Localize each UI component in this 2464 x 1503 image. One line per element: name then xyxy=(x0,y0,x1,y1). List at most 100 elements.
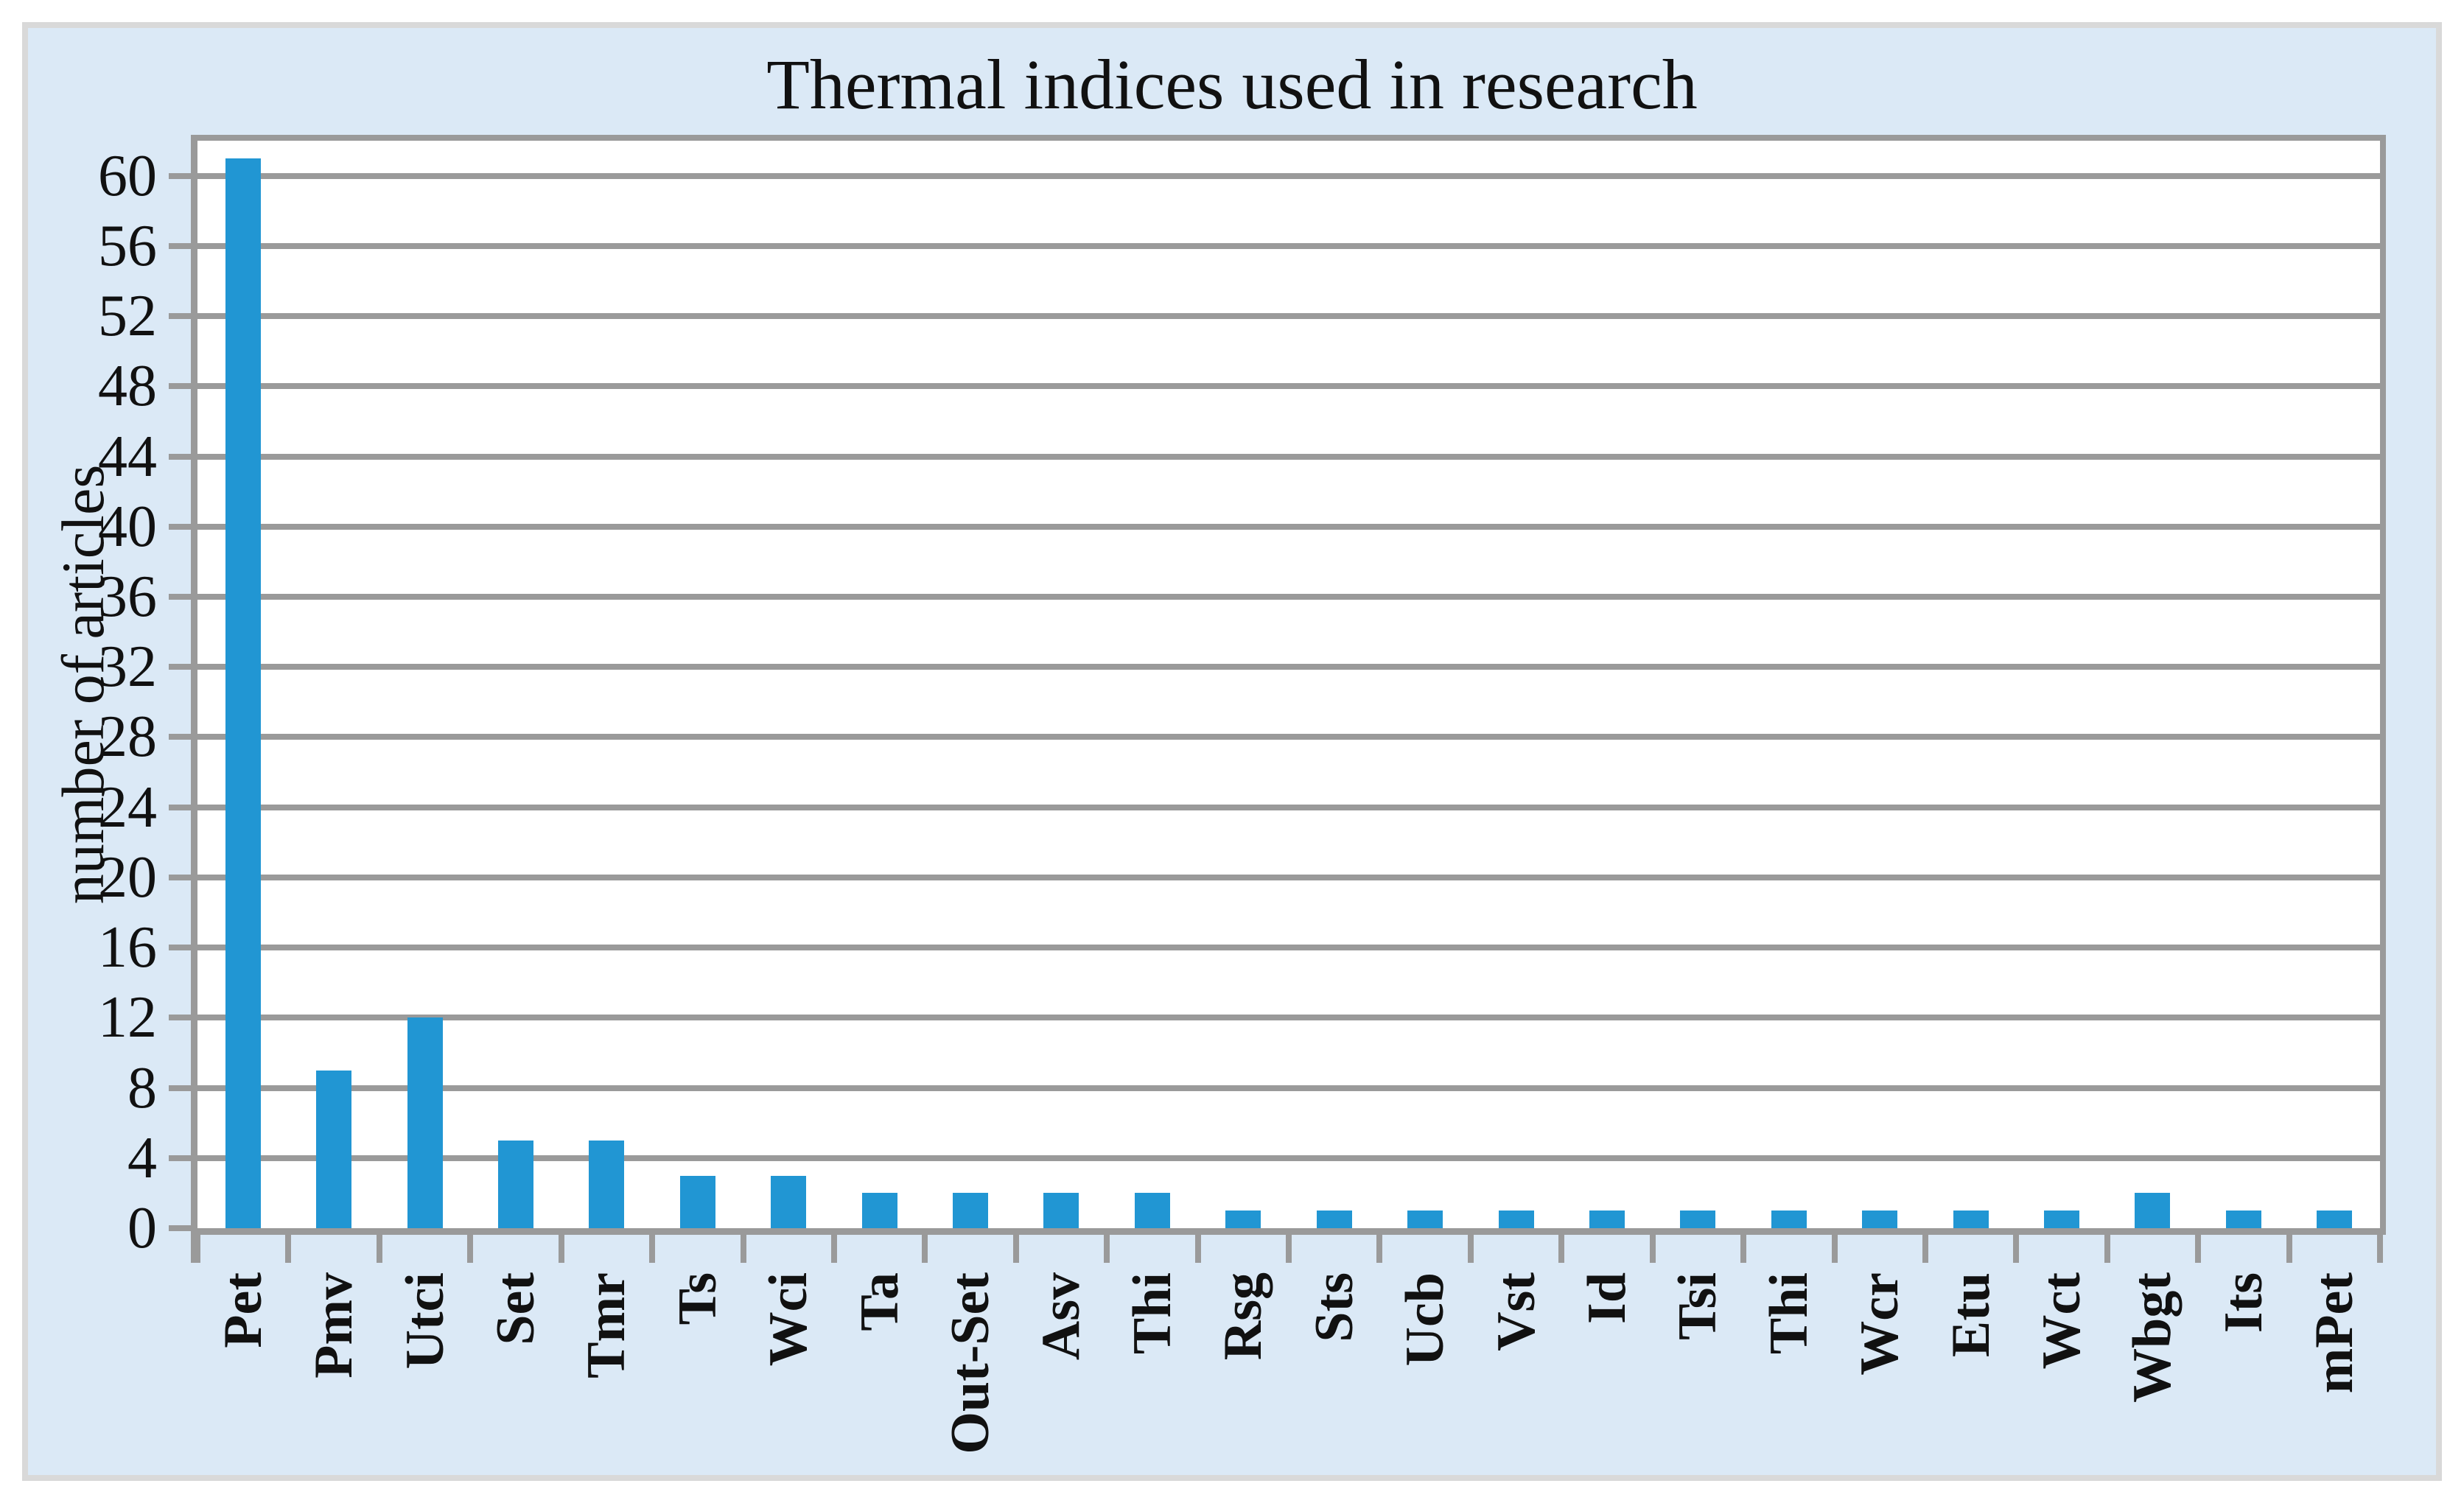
x-tick xyxy=(2013,1235,2020,1263)
x-tick xyxy=(1831,1235,1838,1263)
y-tick-label: 44 xyxy=(98,424,157,489)
bar xyxy=(1680,1211,1716,1228)
y-tick-label: 56 xyxy=(98,213,157,278)
y-tick xyxy=(169,1015,191,1021)
x-tick xyxy=(1922,1235,1928,1263)
gridline xyxy=(197,945,2380,951)
x-tick xyxy=(649,1235,656,1263)
y-tick xyxy=(169,804,191,810)
y-tick-label: 28 xyxy=(98,704,157,770)
gridline xyxy=(197,1155,2380,1161)
bar xyxy=(2317,1211,2353,1228)
y-tick xyxy=(169,1085,191,1091)
gridline xyxy=(197,874,2380,880)
y-tick xyxy=(169,593,191,600)
x-tick-label: Rsg xyxy=(1213,1272,1274,1361)
gridline xyxy=(197,1015,2380,1021)
x-tick xyxy=(1376,1235,1383,1263)
x-tick-label: Set xyxy=(485,1272,546,1345)
y-tick-label: 20 xyxy=(98,844,157,910)
y-tick xyxy=(169,945,191,951)
x-tick xyxy=(1558,1235,1565,1263)
x-tick-label: Vst xyxy=(1485,1272,1547,1351)
y-tick xyxy=(169,172,191,179)
y-tick-label: 8 xyxy=(127,1055,157,1121)
y-tick-label: 0 xyxy=(127,1196,157,1261)
y-tick-label: 40 xyxy=(98,494,157,559)
y-tick xyxy=(169,313,191,320)
bar xyxy=(225,158,261,1228)
x-tick xyxy=(2104,1235,2110,1263)
gridline xyxy=(197,1085,2380,1091)
x-tick xyxy=(1194,1235,1201,1263)
bar xyxy=(953,1193,989,1228)
gridline xyxy=(197,523,2380,530)
x-tick xyxy=(1649,1235,1656,1263)
x-tick xyxy=(1012,1235,1019,1263)
x-tick xyxy=(1104,1235,1110,1263)
y-tick-label: 12 xyxy=(98,985,157,1051)
x-tick xyxy=(830,1235,837,1263)
bar xyxy=(1498,1211,1534,1228)
gridline xyxy=(197,242,2380,249)
y-tick xyxy=(169,523,191,530)
y-tick-label: 24 xyxy=(98,774,157,840)
x-tick-label: Ucb xyxy=(1395,1272,1456,1367)
y-tick xyxy=(169,453,191,460)
bar xyxy=(407,1017,443,1228)
gridline xyxy=(197,453,2380,460)
bar xyxy=(2225,1211,2261,1228)
x-tick xyxy=(2377,1235,2383,1263)
x-tick-label: Wbgt xyxy=(2122,1272,2183,1403)
y-tick-label: 4 xyxy=(127,1125,157,1191)
y-axis-line xyxy=(191,135,197,1263)
y-tick xyxy=(169,734,191,740)
x-tick-label: Out-Set xyxy=(940,1272,1001,1454)
y-tick xyxy=(169,1225,191,1231)
chart-panel: Thermal indices used in research number … xyxy=(22,22,2442,1481)
x-tick xyxy=(2286,1235,2292,1263)
x-tick xyxy=(558,1235,564,1263)
x-tick-label: Its xyxy=(2213,1272,2274,1334)
y-tick xyxy=(169,1155,191,1161)
bar xyxy=(2044,1211,2080,1228)
y-tick-label: 52 xyxy=(98,284,157,349)
bar xyxy=(1589,1211,1625,1228)
x-tick-label: Wcr xyxy=(1849,1272,1911,1376)
x-tick xyxy=(2195,1235,2202,1263)
y-tick-label: 16 xyxy=(98,915,157,981)
bar xyxy=(1225,1211,1261,1228)
x-tick-label: Ta xyxy=(849,1272,910,1331)
bar xyxy=(1862,1211,1898,1228)
gridline xyxy=(197,313,2380,320)
x-tick xyxy=(467,1235,474,1263)
x-tick xyxy=(195,1235,200,1263)
bar xyxy=(316,1070,352,1228)
bar xyxy=(1043,1193,1079,1228)
x-tick-label: Tmr xyxy=(576,1272,637,1378)
bar xyxy=(589,1140,625,1228)
bar xyxy=(679,1175,715,1228)
x-tick xyxy=(922,1235,928,1263)
x-tick xyxy=(376,1235,382,1263)
x-tick xyxy=(285,1235,292,1263)
y-tick-label: 36 xyxy=(98,564,157,629)
y-tick-label: 48 xyxy=(98,354,157,419)
gridline xyxy=(197,172,2380,179)
y-tick xyxy=(169,664,191,670)
x-tick-label: mPet xyxy=(2304,1272,2365,1394)
bar xyxy=(1316,1211,1352,1228)
x-tick-label: Pmv xyxy=(304,1272,365,1378)
x-tick xyxy=(1286,1235,1292,1263)
x-tick xyxy=(1740,1235,1747,1263)
y-tick xyxy=(169,874,191,880)
y-tick xyxy=(169,242,191,249)
plot-area: 0 4 8 12 16 20 24 28 32 36 40 44 48 52 56 60 Pet Pmv Utci S… xyxy=(98,135,2386,1454)
x-tick-label: Thi xyxy=(1758,1272,1819,1355)
y-tick-label: 60 xyxy=(98,143,157,209)
bar xyxy=(2135,1193,2171,1228)
x-tick xyxy=(1467,1235,1474,1263)
bar xyxy=(1134,1193,1170,1228)
x-tick-label: Etu xyxy=(1940,1272,2001,1358)
chart-title: Thermal indices used in research xyxy=(766,45,1698,124)
